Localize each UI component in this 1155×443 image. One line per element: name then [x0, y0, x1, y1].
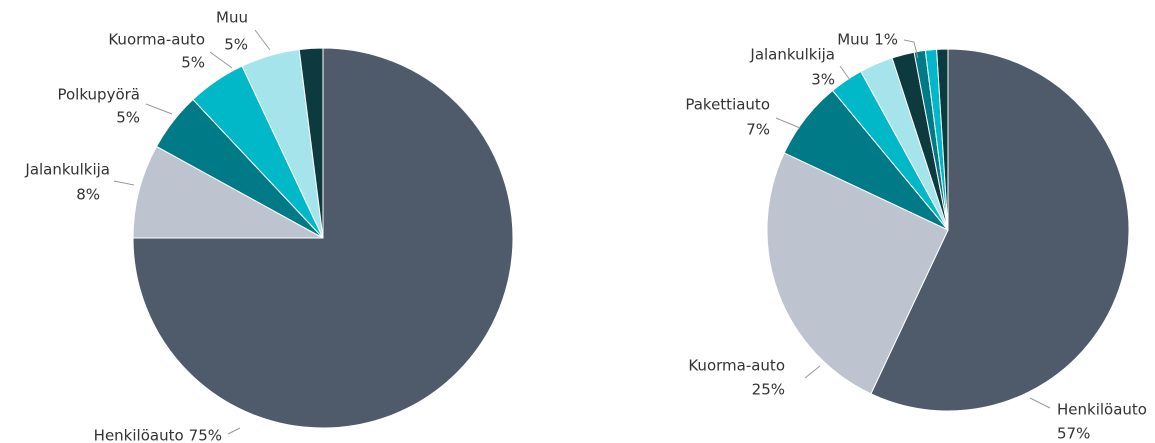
leader-line	[775, 117, 801, 129]
leader-line	[209, 51, 233, 69]
pie-slice	[766, 152, 949, 395]
leader-line	[839, 65, 851, 81]
leader-line	[145, 103, 173, 115]
slice-label: Henkilöauto	[1057, 401, 1147, 419]
slice-value: 57%	[1057, 425, 1090, 443]
slice-label: Jalankulkija	[24, 161, 110, 179]
slice-value: 5%	[116, 109, 140, 127]
slice-value: 3%	[811, 71, 835, 89]
slice-value: 5%	[181, 54, 205, 72]
slice-label: Kuorma-auto	[688, 357, 785, 375]
pie-slice	[936, 48, 949, 231]
leader-line	[254, 29, 271, 51]
slice-value: 75%	[189, 427, 222, 443]
pie-slice	[298, 47, 324, 239]
slice-value: 25%	[752, 381, 785, 399]
pie-slice	[132, 145, 324, 239]
slice-label: Jalankulkija	[749, 46, 835, 64]
slice-value: 7%	[746, 121, 770, 139]
leader-line	[1029, 397, 1051, 409]
pie-slice	[870, 48, 1130, 412]
leader-line	[227, 427, 241, 435]
leader-line	[113, 180, 135, 186]
slice-label: Pakettiauto	[685, 96, 770, 114]
slice-value: 5%	[224, 36, 248, 54]
leader-line	[804, 365, 821, 379]
slice-label: Kuorma-auto	[108, 31, 205, 49]
slice-label: Muu	[216, 9, 248, 27]
leader-line	[903, 39, 919, 59]
slice-label: Henkilöauto	[94, 427, 184, 443]
slice-value: 1%	[874, 31, 898, 49]
slice-value: 8%	[76, 186, 100, 204]
slice-label: Muu	[837, 31, 869, 49]
slice-label: Polkupyörä	[57, 86, 140, 104]
